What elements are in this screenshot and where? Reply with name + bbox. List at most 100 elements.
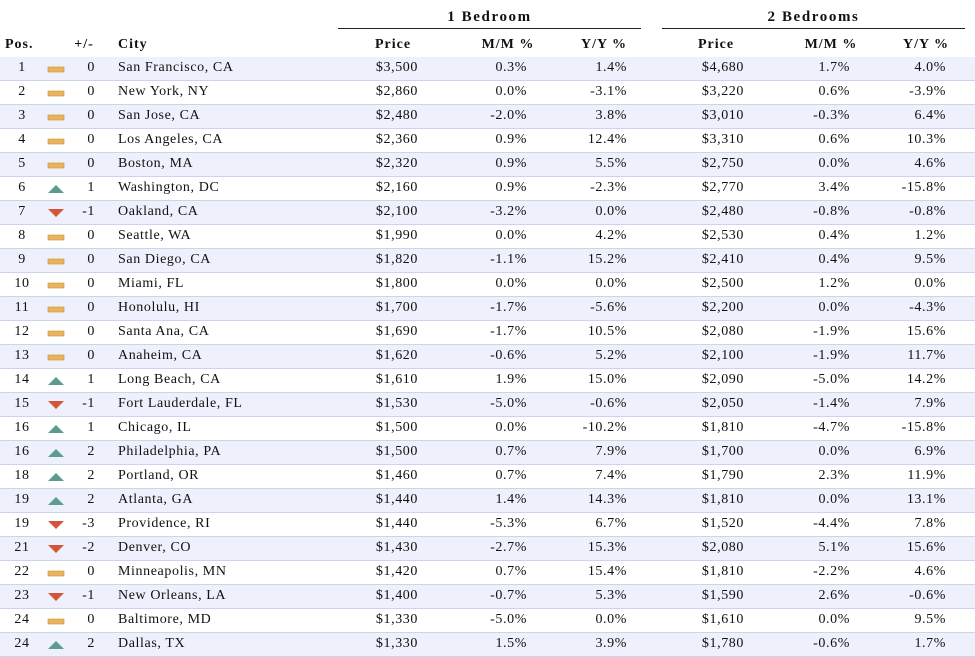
mm-1br: -5.0% [490, 612, 527, 627]
column-header: Pos. [5, 37, 34, 52]
price-1br: $2,360 [375, 132, 418, 147]
yy-1br: 0.0% [595, 204, 627, 219]
position: 16 [14, 444, 30, 459]
trend-shape [48, 497, 64, 505]
column-header: Y/Y % [580, 37, 628, 52]
mm-1br: -1.1% [490, 252, 527, 267]
price-1br: $1,460 [375, 468, 418, 483]
trend-shape [47, 138, 65, 145]
price-2br: $2,080 [701, 540, 744, 555]
price-1br: $2,860 [375, 84, 418, 99]
yy-2br: 1.2% [914, 228, 946, 243]
yy-2br: 4.6% [914, 156, 946, 171]
mm-2br: 5.1% [818, 540, 850, 555]
city: San Francisco, CA [118, 60, 234, 75]
mm-2br: -0.3% [813, 108, 850, 123]
yy-2br: 13.1% [906, 492, 946, 507]
yy-1br: 6.7% [595, 516, 627, 531]
table-row [0, 345, 975, 369]
trend-shape [48, 545, 64, 553]
trend-icon [47, 114, 65, 121]
position: 19 [14, 492, 30, 507]
table-row [0, 537, 975, 561]
price-1br: $1,690 [375, 324, 418, 339]
change: 0 [87, 564, 95, 579]
change: 1 [87, 180, 95, 195]
trend-icon [47, 258, 65, 265]
trend-shape [47, 114, 65, 121]
mm-1br: -0.6% [490, 348, 527, 363]
change: 2 [87, 492, 95, 507]
mm-1br: 0.7% [495, 444, 527, 459]
mm-1br: 0.9% [495, 180, 527, 195]
mm-2br: -5.0% [813, 372, 850, 387]
yy-2br: 11.7% [907, 348, 946, 363]
position: 21 [14, 540, 30, 555]
trend-shape [47, 354, 65, 361]
mm-2br: -0.6% [813, 636, 850, 651]
change: 0 [87, 108, 95, 123]
price-1br: $1,610 [375, 372, 418, 387]
trend-icon [47, 354, 65, 361]
price-2br: $2,770 [701, 180, 744, 195]
yy-2br: 15.6% [906, 540, 946, 555]
table-row [0, 513, 975, 537]
mm-2br: 0.0% [818, 444, 850, 459]
city: Los Angeles, CA [118, 132, 224, 147]
yy-1br: 15.3% [587, 540, 627, 555]
yy-1br: 5.2% [595, 348, 627, 363]
column-header: City [118, 37, 148, 52]
trend-shape [47, 570, 65, 577]
mm-2br: -4.7% [813, 420, 850, 435]
mm-2br: 0.4% [818, 252, 850, 267]
trend-shape [47, 330, 65, 337]
price-2br: $2,750 [701, 156, 744, 171]
table-row [0, 489, 975, 513]
trend-shape [47, 258, 65, 265]
trend-icon [47, 306, 65, 313]
yy-1br: 0.0% [595, 276, 627, 291]
yy-1br: 15.4% [587, 564, 627, 579]
mm-1br: 0.7% [495, 468, 527, 483]
trend-icon [48, 641, 64, 649]
city: Fort Lauderdale, FL [118, 396, 243, 411]
group-rule [662, 28, 965, 29]
yy-2br: 7.9% [914, 396, 946, 411]
change: 0 [87, 156, 95, 171]
change: 0 [87, 300, 95, 315]
mm-1br: 0.9% [495, 132, 527, 147]
city: Dallas, TX [118, 636, 186, 651]
trend-icon [48, 377, 64, 385]
mm-1br: 1.4% [495, 492, 527, 507]
price-2br: $3,220 [701, 84, 744, 99]
price-1br: $2,100 [375, 204, 418, 219]
mm-2br: -1.4% [813, 396, 850, 411]
column-header: Y/Y % [902, 37, 950, 52]
yy-2br: -3.9% [909, 84, 946, 99]
position: 22 [14, 564, 30, 579]
mm-2br: 0.0% [818, 492, 850, 507]
price-2br: $1,590 [701, 588, 744, 603]
price-2br: $1,810 [701, 492, 744, 507]
mm-2br: -0.8% [813, 204, 850, 219]
price-1br: $1,330 [375, 612, 418, 627]
trend-icon [47, 66, 65, 73]
trend-shape [47, 306, 65, 313]
city: Oakland, CA [118, 204, 199, 219]
table-row [0, 249, 975, 273]
change: 1 [87, 372, 95, 387]
price-1br: $1,500 [375, 444, 418, 459]
yy-1br: 12.4% [587, 132, 627, 147]
change: 0 [87, 84, 95, 99]
price-1br: $1,330 [375, 636, 418, 651]
yy-2br: 4.6% [914, 564, 946, 579]
trend-icon [48, 449, 64, 457]
yy-2br: 15.6% [906, 324, 946, 339]
yy-1br: 4.2% [595, 228, 627, 243]
yy-2br: 9.5% [914, 612, 946, 627]
price-2br: $1,520 [701, 516, 744, 531]
yy-2br: 4.0% [914, 60, 946, 75]
mm-1br: -0.7% [490, 588, 527, 603]
table-row [0, 369, 975, 393]
position: 23 [14, 588, 30, 603]
